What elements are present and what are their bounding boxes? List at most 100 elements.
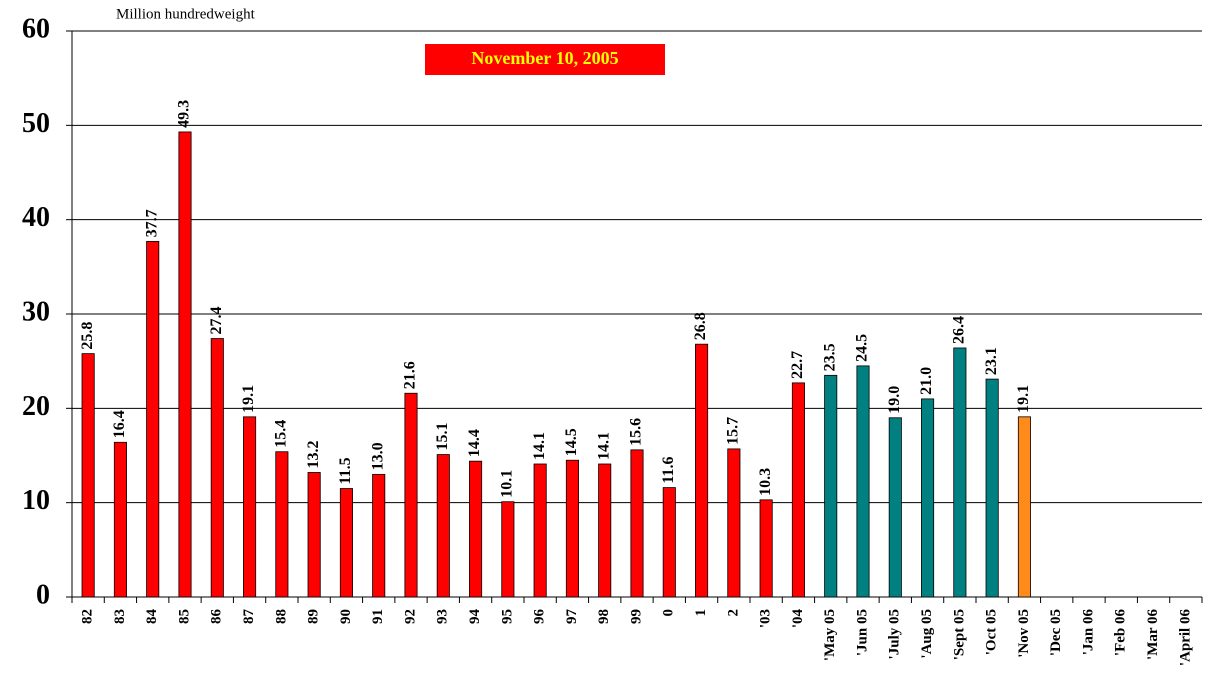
data-label: 15.1	[434, 423, 451, 451]
data-label: 26.8	[692, 312, 709, 340]
x-tick-label: 'July 05	[887, 609, 903, 659]
bar	[210, 338, 224, 598]
x-tick-label: 'Dec 05	[1048, 609, 1064, 656]
data-label: 15.7	[725, 417, 742, 445]
data-label: 27.4	[208, 307, 225, 335]
data-label: 13.2	[305, 440, 322, 468]
bar	[598, 463, 612, 598]
data-label: 11.6	[660, 456, 677, 483]
bar	[469, 460, 483, 598]
x-tick-label: 96	[532, 609, 548, 625]
x-tick-label: '04	[790, 609, 806, 629]
data-label: 49.3	[176, 100, 193, 128]
y-tick-label: 20	[22, 391, 50, 422]
bar	[533, 463, 547, 598]
x-tick-label: 'May 05	[822, 609, 838, 661]
bar	[1017, 416, 1031, 598]
x-tick-label: 91	[370, 609, 386, 624]
bar	[759, 499, 773, 598]
data-label: 13.0	[369, 442, 386, 470]
bar	[985, 378, 999, 598]
x-tick-label: 'Jan 06	[1080, 609, 1096, 656]
bar	[275, 451, 289, 598]
data-label: 19.0	[886, 386, 903, 414]
x-tick-label: 'April 06	[1177, 609, 1193, 667]
data-label: 22.7	[789, 351, 806, 379]
x-tick-label: 89	[306, 609, 322, 624]
x-tick-label: 98	[596, 609, 612, 624]
x-tick-label: 88	[273, 609, 289, 624]
bar	[436, 454, 450, 598]
y-tick-label: 10	[22, 485, 50, 516]
x-tick-label: 93	[435, 609, 451, 624]
x-tick-label: 82	[80, 609, 96, 624]
x-tick-label: 86	[209, 609, 225, 625]
data-label: 23.1	[983, 347, 1000, 375]
annotation: November 10, 2005	[471, 48, 618, 68]
data-label: 10.3	[757, 468, 774, 496]
data-label: 14.5	[563, 428, 580, 456]
x-tick-label: 'Oct 05	[984, 609, 1000, 655]
x-tick-label: 92	[402, 609, 418, 624]
bar	[81, 353, 95, 598]
y-axis-label: Million hundredweight	[116, 6, 256, 22]
x-tick-label: 'Mar 06	[1145, 609, 1161, 660]
bar	[824, 374, 838, 598]
data-label: 14.1	[595, 432, 612, 460]
x-tick-label: 85	[176, 609, 192, 624]
y-tick-label: 0	[36, 579, 50, 610]
bar	[630, 449, 644, 598]
bar	[565, 459, 579, 598]
bar	[727, 448, 741, 598]
bar	[372, 473, 386, 598]
x-tick-label: 1	[693, 609, 709, 617]
bar	[404, 392, 418, 598]
data-label: 10.1	[499, 470, 516, 498]
bar	[243, 416, 257, 598]
x-tick-label: 94	[467, 609, 483, 625]
bar	[695, 343, 709, 598]
data-label: 26.4	[951, 316, 968, 344]
x-tick-label: 90	[338, 609, 354, 624]
y-tick-label: 60	[22, 13, 50, 44]
bar	[921, 398, 935, 598]
x-tick-label: '03	[758, 609, 774, 628]
data-label: 21.0	[918, 367, 935, 395]
data-label: 15.6	[628, 418, 645, 446]
data-label: 11.5	[337, 457, 354, 484]
data-label: 19.1	[240, 385, 257, 413]
bar	[953, 347, 967, 598]
x-tick-label: 'Jun 05	[854, 609, 870, 656]
bar	[791, 382, 805, 598]
x-tick-label: 83	[112, 609, 128, 624]
x-tick-label: 95	[499, 609, 515, 624]
x-tick-label: 87	[241, 609, 257, 625]
bar	[339, 488, 353, 598]
x-tick-label: 'Sept 05	[951, 609, 967, 660]
data-label: 21.6	[402, 361, 419, 389]
x-tick-label: 'Nov 05	[1016, 609, 1032, 658]
x-tick-label: 'Aug 05	[919, 609, 935, 659]
data-label: 23.5	[821, 343, 838, 371]
x-tick-label: 2	[725, 609, 741, 617]
bar	[146, 240, 160, 598]
bar	[113, 441, 127, 598]
y-tick-label: 30	[22, 296, 50, 327]
y-tick-label: 40	[22, 202, 50, 233]
x-tick-label: 'Feb 06	[1113, 609, 1129, 657]
bar	[178, 131, 192, 598]
data-label: 14.1	[531, 432, 548, 460]
bar	[888, 417, 902, 598]
data-label: 19.1	[1015, 385, 1032, 413]
x-tick-label: 99	[628, 609, 644, 624]
x-tick-label: 97	[564, 609, 580, 625]
bar	[662, 487, 676, 598]
bar	[307, 472, 321, 598]
data-label: 16.4	[111, 410, 128, 438]
bar	[501, 501, 515, 598]
x-tick-label: 84	[144, 609, 160, 625]
bar	[856, 365, 870, 598]
x-tick-label: 0	[661, 609, 677, 617]
data-label: 37.7	[143, 209, 160, 237]
